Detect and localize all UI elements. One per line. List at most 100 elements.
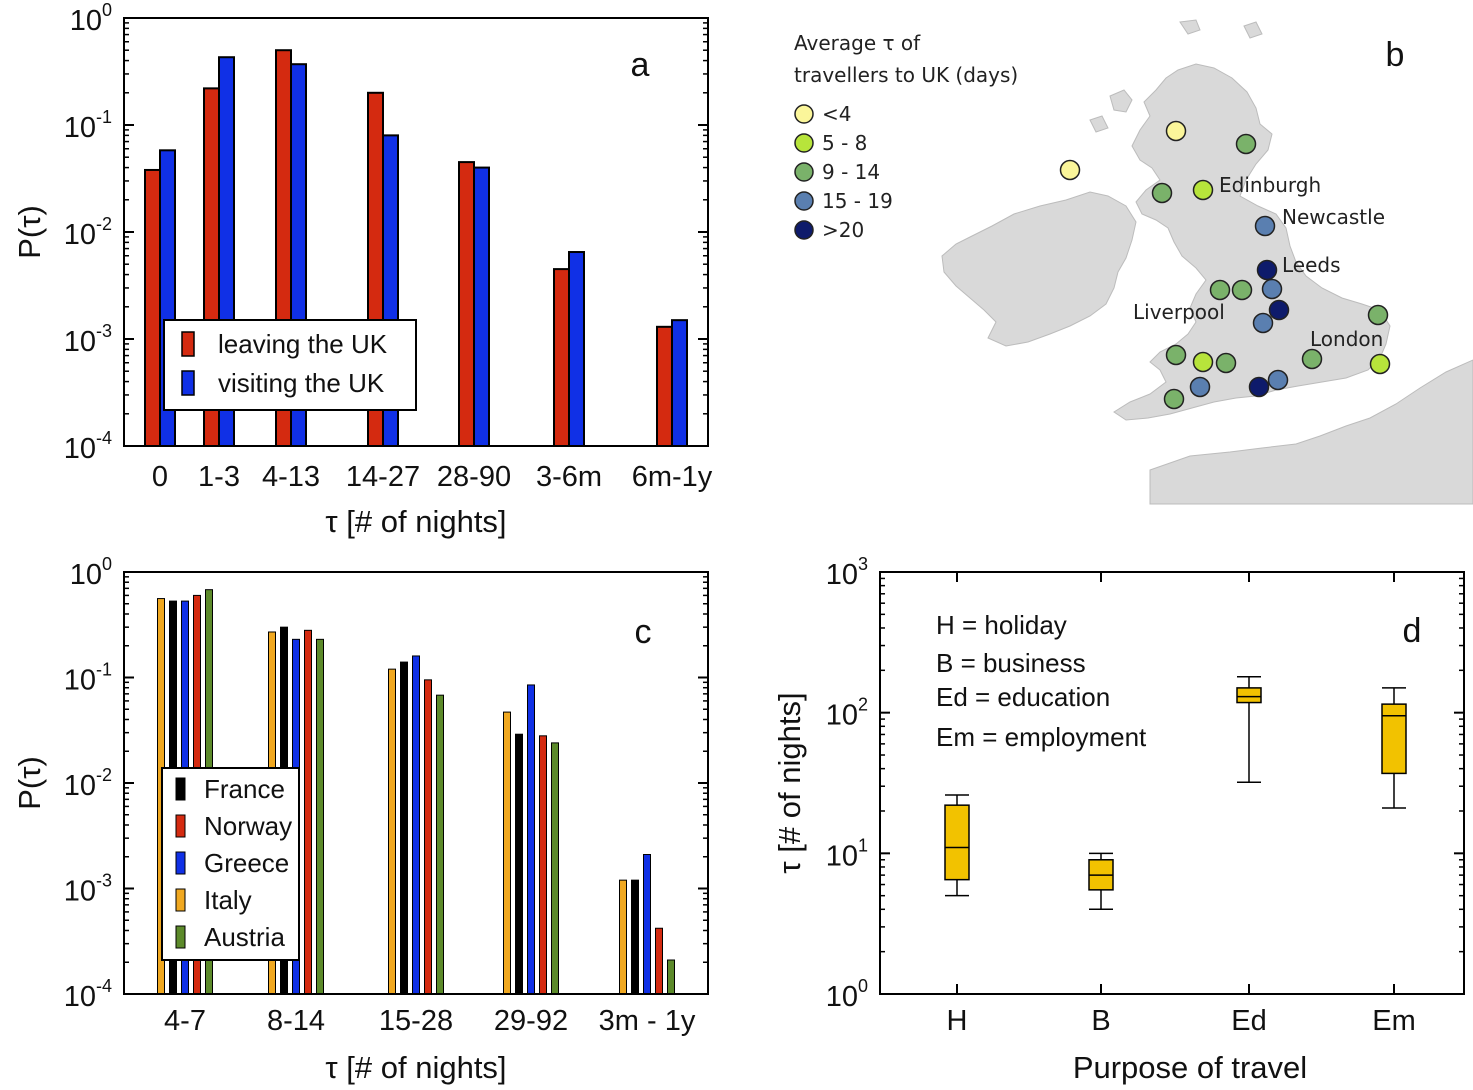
y-tick-label: 10-2 [64, 214, 112, 251]
panel-d-letter: d [1403, 612, 1422, 650]
bar-leaving-6m-1y [656, 325, 673, 448]
x-tick-label: 4-7 [164, 1005, 206, 1037]
bar-visiting-6m-1y [671, 319, 688, 447]
ireland-landmass [941, 191, 1137, 347]
y-tick-label: 10-4 [64, 428, 112, 465]
box-Em [1381, 687, 1407, 809]
y-tick-label: 100 [70, 0, 112, 37]
city-marker [1256, 259, 1278, 281]
x-tick-label: 4-13 [262, 461, 320, 493]
map-legend-title-line2: travellers to UK (days) [794, 63, 1018, 87]
city-marker [1192, 351, 1214, 373]
annotation-business: B = business [936, 648, 1086, 678]
panel-c-letter: c [635, 613, 652, 651]
x-tick-label: 3m - 1y [599, 1005, 696, 1037]
bar-france-3m-1y [631, 879, 639, 995]
continental-europe-landmass [1149, 359, 1473, 505]
map-legend-label: >20 [822, 218, 864, 242]
map-legend-marker [794, 191, 814, 211]
bar-austria-8-14 [316, 638, 324, 995]
panel-a-x-tick-labels: 0 1-3 4-13 14-27 28-90 3-6m 6m-1y [152, 461, 713, 493]
city-marker [1231, 279, 1253, 301]
x-tick-label: B [1091, 1005, 1110, 1037]
city-marker [1209, 279, 1231, 301]
box-H [944, 794, 970, 897]
annotation-employment: Em = employment [936, 722, 1147, 752]
annotation-holiday: H = holiday [936, 610, 1067, 640]
x-tick-label: 6m-1y [632, 461, 713, 493]
y-tick-label: 102 [826, 695, 868, 732]
panel-c-y-ticks: 10-4 10-3 10-2 10-1 100 [64, 554, 708, 1013]
city-label-london: London [1310, 327, 1383, 351]
panel-a-ylabel: P(τ) [12, 205, 47, 259]
map-legend-marker [794, 220, 814, 240]
city-marker [1267, 369, 1289, 391]
city-marker [1261, 278, 1283, 300]
bar-france-15-28 [400, 661, 408, 995]
y-tick-label: 100 [826, 976, 868, 1013]
panel-a-y-ticks: 10-4 10-3 10-2 10-1 100 [64, 0, 708, 465]
box-iqr [1381, 703, 1407, 775]
bar-italy-29-92 [503, 711, 511, 995]
bar-leaving-3-6m [553, 268, 570, 447]
panel-a-legend: leaving the UK visiting the UK [163, 319, 417, 411]
city-marker [1163, 388, 1185, 410]
bar-austria-29-92 [551, 742, 559, 995]
bar-greece-29-92 [527, 684, 535, 995]
legend-swatch-italy [175, 888, 186, 912]
city-marker [1165, 344, 1187, 366]
city-marker [1369, 353, 1391, 375]
x-tick-label: 15-28 [379, 1005, 453, 1037]
legend-label-norway: Norway [204, 811, 292, 841]
y-tick-label: 100 [70, 554, 112, 591]
y-tick-label: 10-1 [64, 107, 112, 144]
bar-visiting-3-6m [568, 251, 585, 447]
box-B [1088, 852, 1114, 911]
box-iqr [944, 804, 970, 881]
panel-b-map: Average τ of travellers to UK (days) <4 5… [794, 19, 1473, 505]
map-legend-label: 9 - 14 [822, 160, 880, 184]
annotation-education: Ed = education [936, 682, 1110, 712]
map-legend-label: 5 - 8 [822, 131, 867, 155]
x-tick-label: 0 [152, 461, 168, 493]
panel-c-xlabel: τ [# of nights] [325, 1050, 506, 1085]
city-marker [1189, 376, 1211, 398]
panel-a-chart: 10-4 10-3 10-2 10-1 100 0 1-3 4-13 14-27 28-90 3-… [12, 0, 713, 539]
map-legend-label: <4 [822, 102, 851, 126]
bar-austria-3m-1y [667, 959, 675, 995]
panel-d-boxes [944, 676, 1407, 911]
x-tick-label: Ed [1231, 1005, 1266, 1037]
x-tick-label: 14-27 [346, 461, 420, 493]
city-marker [1252, 312, 1274, 334]
legend-swatch-leaving [181, 331, 195, 357]
x-tick-label: 29-92 [494, 1005, 568, 1037]
panel-d-xlabel: Purpose of travel [1073, 1050, 1307, 1085]
box-Ed [1236, 676, 1262, 784]
city-marker [1301, 348, 1323, 370]
bar-norway-3m-1y [655, 927, 663, 995]
bar-austria-15-28 [436, 694, 444, 995]
x-tick-label: 1-3 [198, 461, 240, 493]
city-label-newcastle: Newcastle [1282, 205, 1385, 229]
panel-a-letter: a [631, 46, 650, 84]
legend-swatch-norway [175, 814, 186, 838]
city-marker [1248, 376, 1270, 398]
legend-swatch-france [175, 777, 186, 801]
city-marker [1215, 352, 1237, 374]
panel-c-legend: France Norway Greece Italy Austria [161, 767, 300, 961]
scottish-islands [1089, 19, 1263, 133]
panel-d-frame [879, 571, 1465, 995]
city-marker [1254, 215, 1276, 237]
city-marker [1151, 182, 1173, 204]
bar-greece-3m-1y [643, 854, 651, 995]
map-legend: <4 5 - 8 9 - 14 15 - 19 >20 [794, 102, 893, 242]
legend-swatch-austria [175, 925, 186, 949]
map-legend-label: 15 - 19 [822, 189, 893, 213]
bar-norway-15-28 [424, 679, 432, 995]
city-marker [1268, 299, 1290, 321]
panel-c-chart: 10-4 10-3 10-2 10-1 100 4-7 8-14 15-28 29-92 3m … [12, 554, 709, 1085]
legend-label-austria: Austria [204, 922, 285, 952]
city-label-liverpool: Liverpool [1133, 300, 1225, 324]
city-marker [1059, 159, 1081, 181]
